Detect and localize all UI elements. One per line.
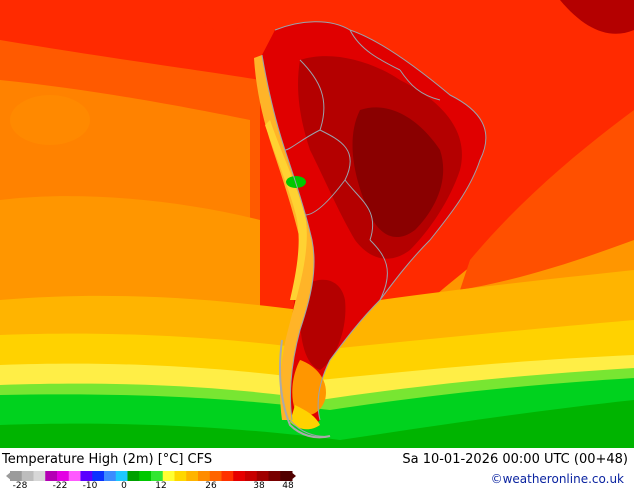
cell-orange-nw	[10, 95, 90, 145]
legend-swatch	[68, 471, 81, 481]
land-deep-red	[352, 107, 444, 238]
altiplano-green	[286, 176, 306, 188]
legend-swatch	[280, 471, 293, 481]
legend-tick-label: 0	[121, 481, 127, 491]
legend-swatch	[151, 471, 164, 481]
central-america	[180, 0, 260, 35]
legend-tick-label: 48	[282, 481, 294, 491]
color-scale-legend	[6, 471, 296, 481]
andes-yellow	[265, 120, 307, 300]
legend-swatch	[45, 471, 58, 481]
legend-arrow-right	[290, 471, 296, 481]
forecast-datetime: Sa 10-01-2026 00:00 UTC (00+48)	[402, 452, 628, 467]
legend-swatch	[80, 471, 93, 481]
legend-swatch	[186, 471, 199, 481]
chile-coast	[279, 339, 331, 439]
legend-swatch	[174, 471, 187, 481]
legend-swatch	[233, 471, 246, 481]
footer: Temperature High (2m) [°C] CFS Sa 10-01-…	[0, 448, 634, 491]
map-title: Temperature High (2m) [°C] CFS	[2, 452, 213, 467]
legend-swatch	[127, 471, 140, 481]
legend-tick-label: -28	[12, 481, 28, 491]
legend-swatch	[162, 471, 175, 481]
andes-strip	[254, 55, 315, 420]
legend-tick-label: 38	[253, 481, 265, 491]
ne-land	[560, 0, 634, 34]
legend-swatch	[104, 471, 117, 481]
legend-swatch	[198, 471, 211, 481]
temperature-map	[0, 0, 634, 448]
land-south-darkred	[300, 279, 346, 370]
legend-tick-label: -22	[52, 481, 68, 491]
legend-swatch	[221, 471, 234, 481]
band-east-red	[460, 110, 634, 290]
legend-swatch	[10, 471, 23, 481]
band-dark-green	[0, 400, 634, 448]
legend-swatch	[21, 471, 34, 481]
legend-swatch	[57, 471, 70, 481]
legend-swatch	[115, 471, 128, 481]
legend-swatch	[209, 471, 222, 481]
legend-tick-label: 26	[205, 481, 217, 491]
legend-tick-label: -10	[82, 481, 98, 491]
legend-swatch	[268, 471, 281, 481]
legend-swatch	[139, 471, 152, 481]
legend-tick-label: 12	[155, 481, 167, 491]
legend-swatch	[256, 471, 269, 481]
legend-swatch	[33, 471, 46, 481]
legend-swatch	[92, 471, 105, 481]
patagonia-yellow	[290, 405, 320, 430]
legend-swatch	[245, 471, 258, 481]
credit-link[interactable]: ©weatheronline.co.uk	[490, 472, 624, 486]
patagonia-orange	[292, 360, 326, 416]
